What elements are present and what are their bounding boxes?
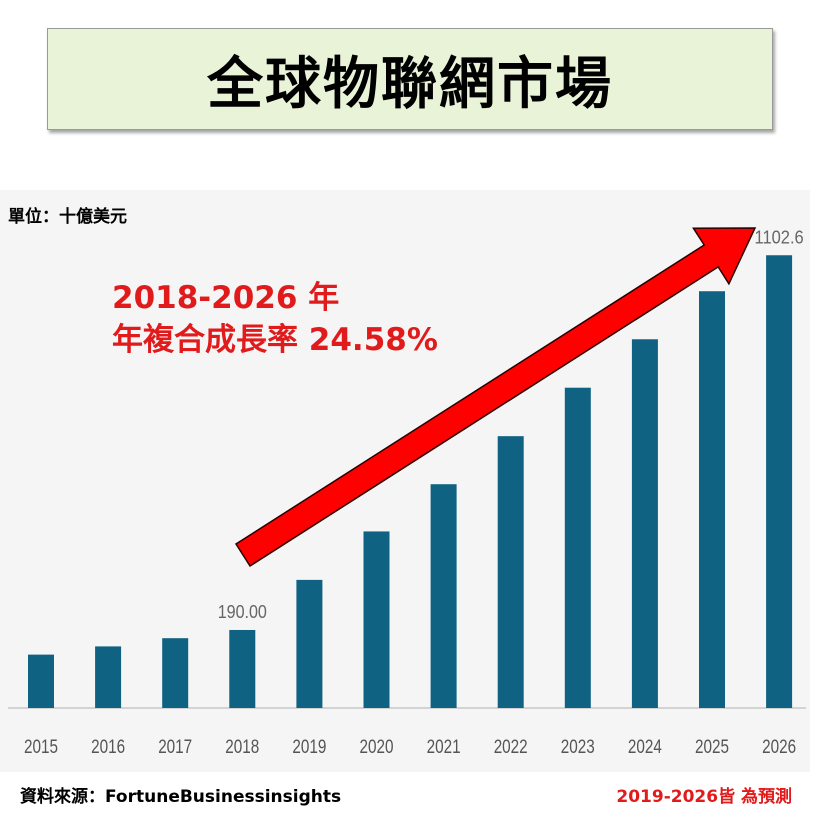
title-box: 全球物聯網市場 [47, 28, 773, 130]
source-note: 資料來源：FortuneBusinessinsights [20, 787, 342, 807]
data-label-2026: 1102.6 [755, 227, 804, 247]
bar-2015 [28, 654, 54, 708]
page-title: 全球物聯網市場 [207, 51, 613, 117]
bar-chart: 2015 2016 2017 2018 2019 2020 2021 2022 2023 2024… [8, 227, 806, 758]
bar-2026 [766, 255, 793, 708]
bar-2020 [363, 531, 390, 708]
data-label-2018: 190.00 [218, 602, 267, 622]
bar-2025 [699, 291, 725, 708]
x-tick-label-2016: 2016 [91, 737, 125, 758]
x-tick-label-2022: 2022 [494, 737, 528, 758]
bar-2022 [497, 436, 524, 708]
bar-2018 [229, 629, 256, 708]
x-tick-label-2020: 2020 [360, 737, 394, 758]
bar-2019 [296, 579, 323, 708]
x-tick-label-2021: 2021 [427, 737, 461, 758]
x-tick-label-2024: 2024 [628, 737, 662, 758]
x-tick-label-2017: 2017 [158, 737, 192, 758]
bar-2021 [430, 484, 457, 708]
x-tick-label-2015: 2015 [24, 737, 58, 758]
cagr-rate: 年複合成長率 24.58% [112, 322, 438, 358]
x-tick-label-2019: 2019 [292, 737, 326, 758]
chart-panel: 2015 2016 2017 2018 2019 2020 2021 2022 2023 2024… [0, 190, 810, 772]
bar-2016 [95, 646, 122, 708]
cagr-period: 2018-2026 年 [112, 280, 340, 316]
bar-2024 [631, 339, 658, 708]
cagr-annotation: 2018-2026 年 年複合成長率 24.58% [112, 277, 438, 361]
x-tick-label-2023: 2023 [561, 737, 595, 758]
x-tick-label-2025: 2025 [695, 737, 729, 758]
bar-2023 [564, 387, 591, 708]
x-tick-label-2026: 2026 [762, 737, 796, 758]
trend-arrow-icon [234, 227, 757, 568]
x-tick-label-2018: 2018 [225, 737, 259, 758]
bar-2017 [162, 638, 189, 708]
forecast-note: 2019-2026皆 為預測 [616, 787, 792, 807]
unit-label: 單位：十億美元 [8, 207, 127, 227]
